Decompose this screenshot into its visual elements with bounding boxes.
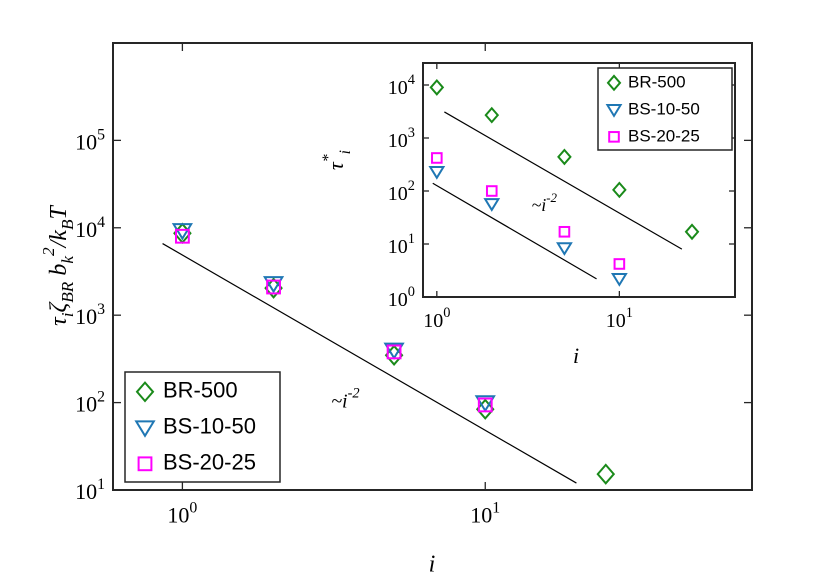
y-tick-label: 102 [75, 389, 105, 417]
marker-triangle [262, 276, 285, 294]
marker-square [485, 185, 498, 197]
axes-box [422, 62, 736, 298]
y-tick-label: 103 [75, 301, 105, 329]
legend-label: BS-20-25 [163, 450, 256, 475]
marker-triangle [171, 223, 193, 241]
x-axis-label: i [573, 343, 579, 368]
legend-marker [608, 131, 620, 143]
inset-chart: 100 101 100 101 102 103 104 i τ*i ~i-2 BR-500 BS-10… [320, 62, 736, 368]
marker-diamond [612, 181, 627, 199]
legend-marker [135, 381, 155, 403]
marker-square [386, 344, 402, 360]
y-axis-label: τiζBR bk2/kBT [39, 204, 77, 325]
reference-line [162, 243, 577, 484]
legend-box [597, 67, 733, 151]
marker-diamond [429, 78, 445, 96]
y-tick-label: 104 [75, 214, 105, 242]
marker-diamond [484, 106, 500, 124]
x-axis-label: i [429, 552, 436, 578]
marker-triangle [610, 273, 628, 287]
marker-diamond [475, 398, 495, 420]
marker-square [613, 258, 626, 270]
marker-square [477, 397, 493, 413]
x-tick-label: 101 [470, 500, 500, 528]
marker-triangle [556, 242, 573, 256]
legend-label: BS-10-50 [163, 414, 256, 439]
legend-label: BR-500 [163, 378, 238, 403]
legend-label: BR-500 [628, 72, 686, 91]
y-tick-label: 102 [388, 178, 415, 204]
legend-marker [134, 420, 156, 438]
x-tick-label: 101 [606, 305, 633, 331]
marker-diamond [264, 277, 283, 299]
legend-label: BS-10-50 [628, 99, 700, 118]
marker-square [558, 225, 571, 238]
reference-line [444, 111, 683, 250]
legend-marker [605, 104, 623, 118]
legend-label: BS-20-25 [628, 126, 700, 145]
legend-marker [606, 74, 622, 92]
marker-diamond [684, 223, 700, 241]
marker-triangle [483, 198, 501, 212]
y-tick-label: 101 [75, 476, 105, 504]
y-tick-label: 100 [388, 284, 415, 310]
annotation: ~i-2 [331, 386, 359, 412]
marker-diamond [596, 463, 616, 485]
marker-triangle [428, 166, 446, 180]
y-tick-label: 103 [388, 125, 415, 151]
y-tick-label: 105 [75, 127, 105, 155]
marker-diamond [384, 344, 404, 366]
marker-triangle [383, 342, 405, 360]
marker-diamond [557, 148, 572, 166]
marker-square [174, 228, 190, 244]
legend-marker [137, 456, 153, 472]
marker-triangle [474, 395, 496, 413]
x-tick-label: 100 [423, 305, 450, 331]
axes-box [112, 42, 753, 491]
x-tick-label: 100 [167, 500, 197, 528]
marker-square [266, 279, 281, 295]
reference-line [432, 182, 597, 280]
y-tick-label: 101 [388, 231, 415, 257]
y-axis-label: τ*i [320, 150, 354, 170]
annotation: ~i-2 [531, 190, 557, 215]
y-tick-label: 104 [388, 72, 415, 98]
marker-square [431, 152, 443, 164]
